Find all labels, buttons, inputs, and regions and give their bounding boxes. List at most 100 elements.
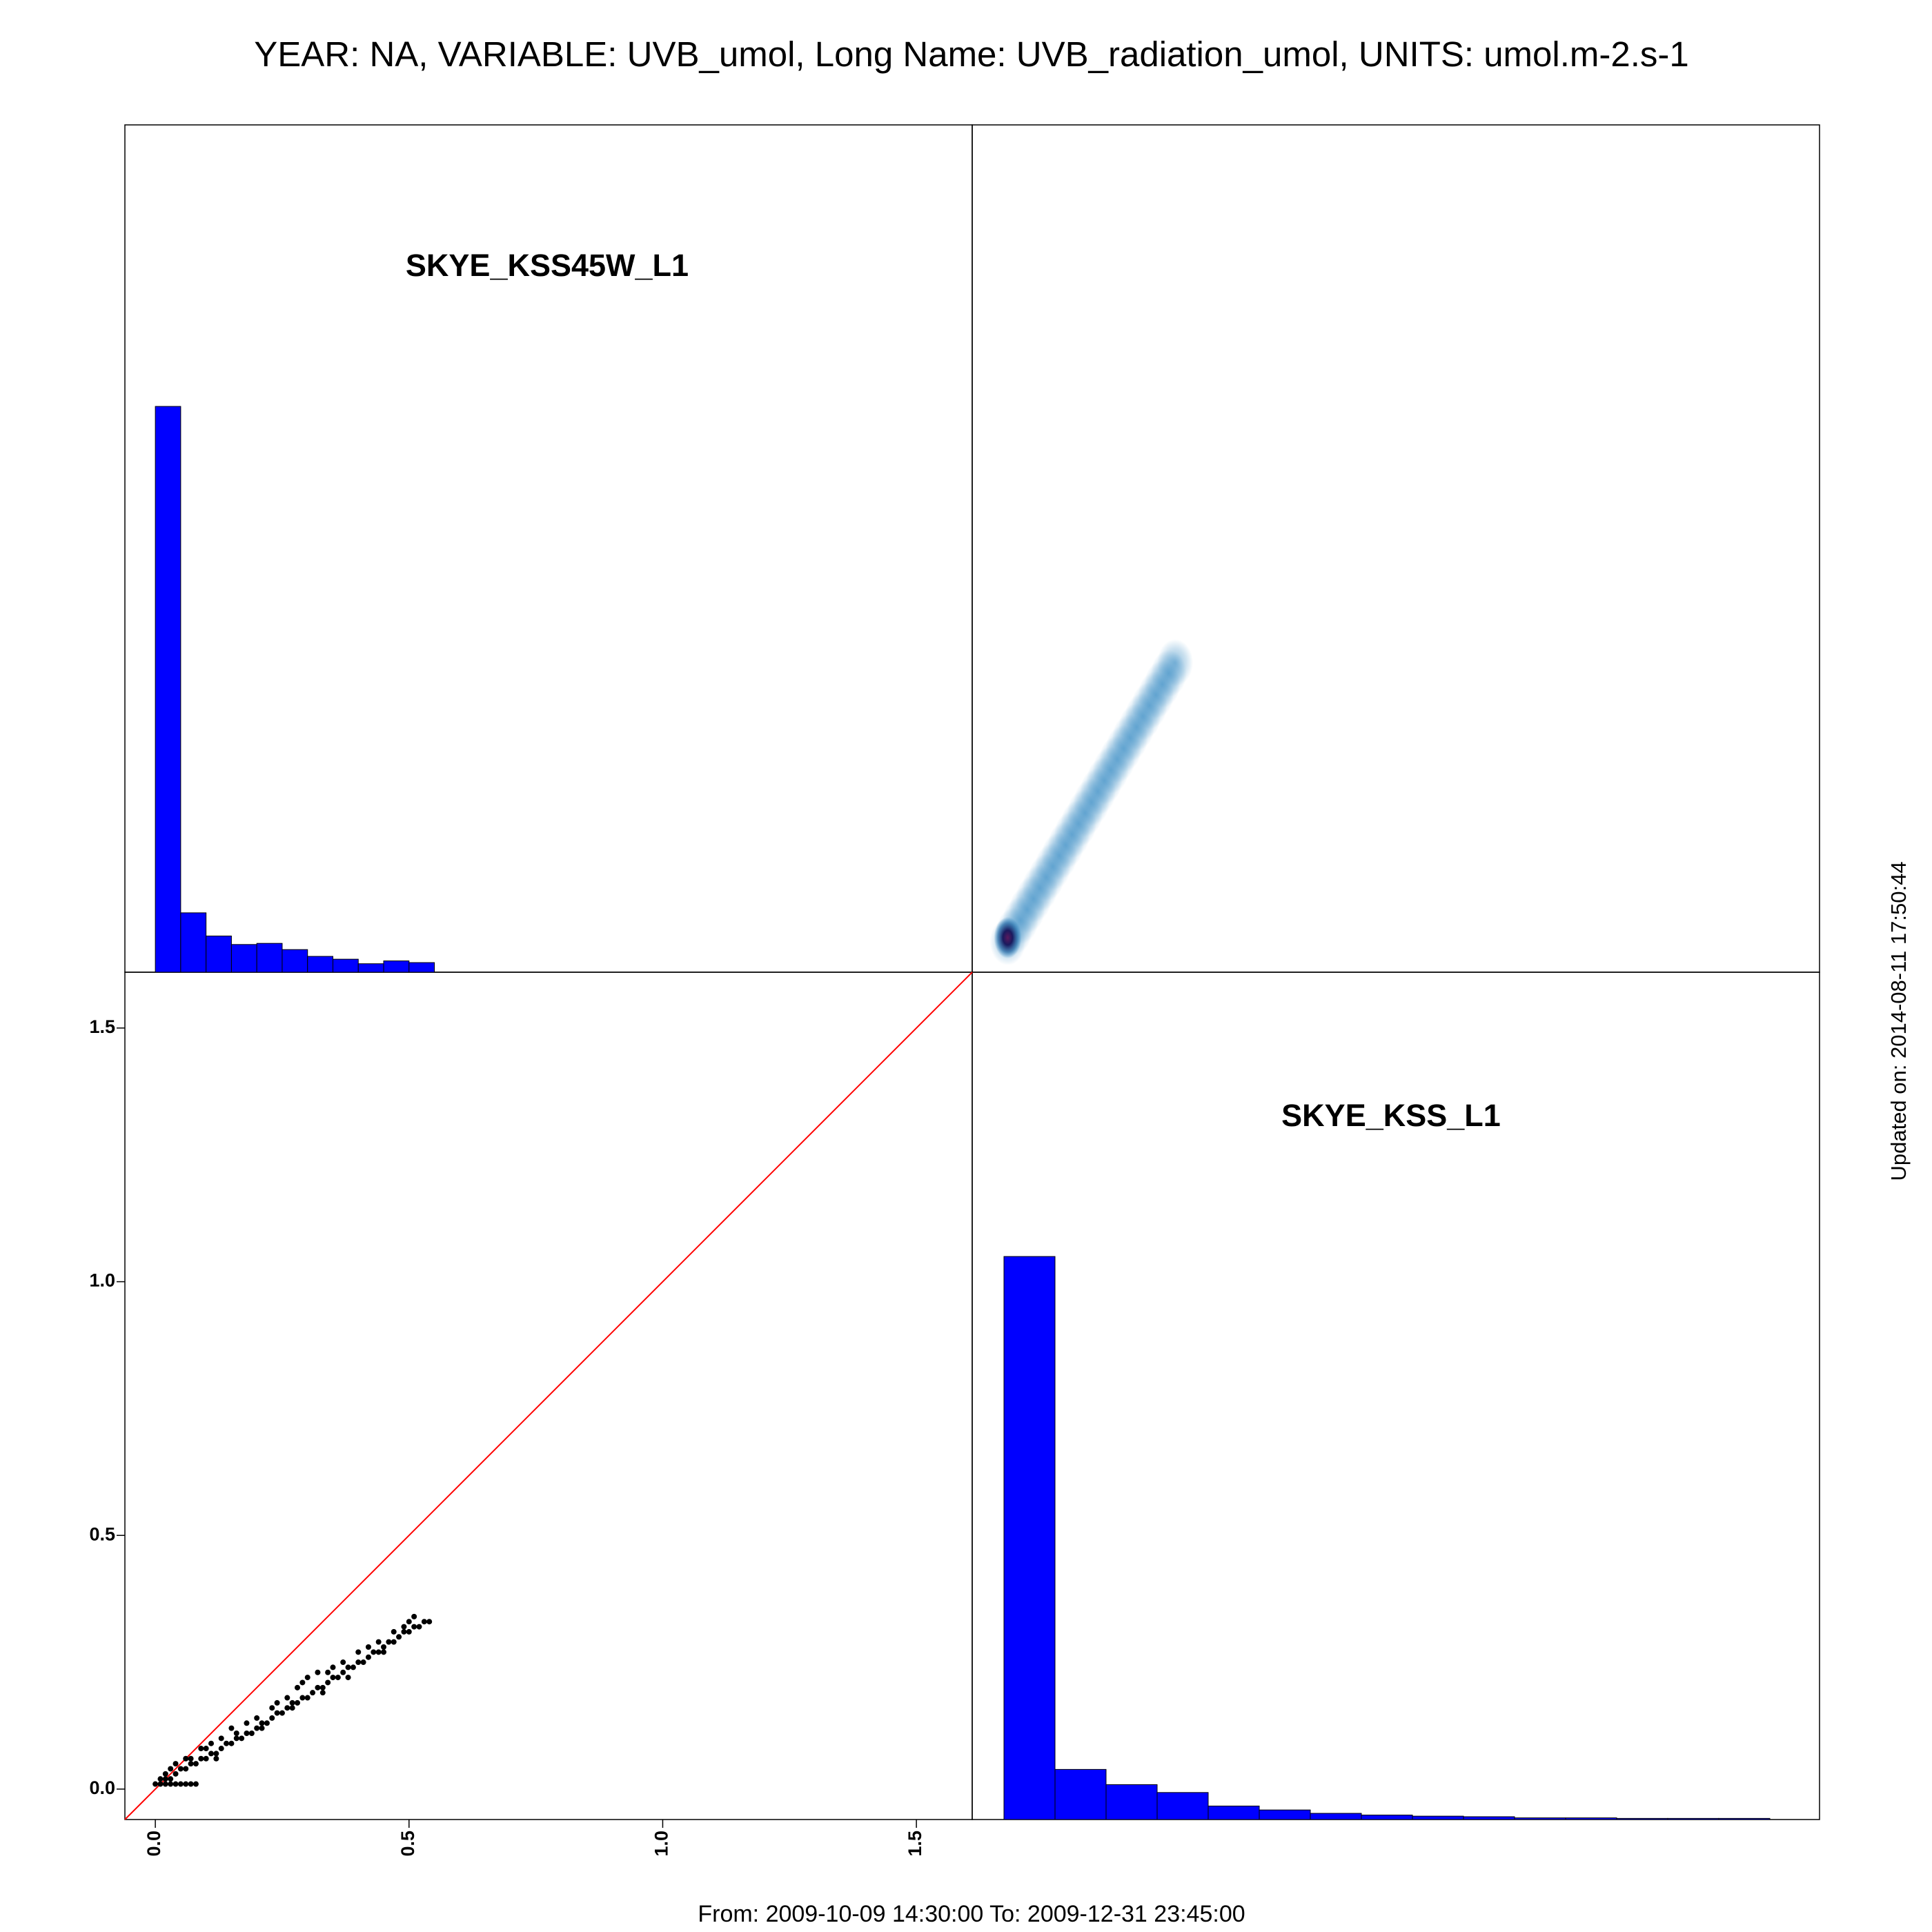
histogram-bar: [307, 956, 333, 973]
scatter-point: [188, 1761, 194, 1767]
scatter-point: [360, 1659, 366, 1666]
scatter-point: [177, 1766, 184, 1772]
scatter-point: [416, 1624, 422, 1630]
scatter-point: [188, 1781, 194, 1787]
histogram-bar: [1514, 1817, 1566, 1820]
scatter-point: [233, 1735, 239, 1742]
scatter-point: [259, 1725, 265, 1731]
scatter-point: [396, 1634, 402, 1640]
scatter-point: [259, 1720, 265, 1726]
scatter-point: [269, 1715, 275, 1721]
histogram-bar: [230, 944, 257, 973]
histogram-bar: [1054, 1768, 1107, 1820]
main-title: YEAR: NA, VARIABLE: UVB_umol, Long Name:…: [254, 34, 1689, 74]
scatter-point: [406, 1628, 412, 1635]
scatter-point: [319, 1684, 326, 1690]
histogram-bar: [1616, 1817, 1668, 1820]
density-plot: [989, 639, 1194, 965]
scatter-point: [213, 1755, 219, 1762]
scatter-point: [203, 1755, 209, 1762]
scatter-point: [162, 1781, 168, 1787]
density-peak: [994, 916, 1022, 958]
scatter-point: [299, 1695, 306, 1701]
scatter-point: [345, 1664, 351, 1670]
scatter-point: [203, 1746, 209, 1752]
scatter-point: [168, 1766, 174, 1772]
scatter-point: [401, 1624, 407, 1630]
scatter-point: [208, 1740, 215, 1746]
scatter-point: [426, 1619, 433, 1625]
scatter-point: [213, 1751, 219, 1757]
scatter-point: [335, 1675, 341, 1681]
scatter-point: [391, 1639, 397, 1645]
x-tick-label: 1.5: [905, 1831, 925, 1857]
histogram-bar: [1463, 1816, 1515, 1820]
scatter-point: [375, 1639, 382, 1645]
updated-timestamp: Updated on: 2014-08-11 17:50:44: [1886, 861, 1911, 1181]
scatter-point: [208, 1751, 215, 1757]
scatter-point: [162, 1771, 168, 1777]
scatter-point: [340, 1659, 346, 1666]
histogram-bar: [1156, 1792, 1209, 1820]
histogram-bar: [1003, 1256, 1056, 1820]
scatter-point: [228, 1740, 235, 1746]
x-axis-tick-labels: 0.0 0.5 1.0 1.5: [144, 1831, 925, 1857]
scatter-point: [401, 1628, 407, 1635]
scatter-point: [183, 1755, 189, 1762]
histogram-bar: [1361, 1814, 1413, 1820]
scatter-point: [254, 1725, 260, 1731]
histogram-bar: [282, 949, 308, 973]
scatter-point: [355, 1659, 362, 1666]
scatter-point: [193, 1781, 199, 1787]
x-tick-label: 1.0: [651, 1831, 672, 1857]
scatter-point: [421, 1619, 427, 1625]
histogram-bar: [357, 963, 384, 973]
scatter-point: [168, 1776, 174, 1782]
scatter-point: [295, 1699, 301, 1706]
scatter-point: [269, 1705, 275, 1711]
histogram-bar: [155, 406, 181, 973]
y-tick-label: 1.5: [89, 1016, 115, 1037]
scatter-point: [152, 1781, 159, 1787]
scatter-point: [233, 1730, 239, 1736]
scatter-point: [304, 1695, 310, 1701]
scatter-point: [254, 1715, 260, 1721]
y-tick-label: 0.5: [89, 1524, 115, 1544]
density-blob: [1157, 639, 1194, 687]
histogram-bar: [1565, 1817, 1617, 1820]
histogram-skye-kss: [1003, 1256, 1771, 1820]
scatter-point: [168, 1781, 174, 1787]
histogram-bar: [1718, 1817, 1771, 1820]
scatter-point: [355, 1649, 362, 1655]
scatter-point: [304, 1675, 310, 1681]
scatter-point: [274, 1710, 280, 1716]
y-tick-label: 1.0: [89, 1270, 115, 1291]
scatter-points: [152, 1613, 433, 1787]
scatter-point: [375, 1649, 382, 1655]
scatter-point: [319, 1690, 326, 1696]
scatter-point: [330, 1664, 336, 1670]
histogram-bar: [1259, 1809, 1311, 1820]
scatter-point: [193, 1761, 199, 1767]
histogram-skye-kss45w: [155, 406, 435, 973]
histogram-bar: [1310, 1813, 1362, 1820]
scatter-point: [350, 1664, 356, 1670]
date-range-footer: From: 2009-10-09 14:30:00 To: 2009-12-31…: [698, 1901, 1245, 1927]
scatter-point: [289, 1705, 295, 1711]
scatter-point: [198, 1746, 204, 1752]
scatter-point: [345, 1675, 351, 1681]
scatter-point: [172, 1781, 179, 1787]
scatter-point: [157, 1781, 164, 1787]
scatter-point: [310, 1690, 316, 1696]
scatter-point: [411, 1613, 417, 1619]
identity-line: [124, 972, 973, 1820]
panel-label-kss45w: SKYE_KSS45W_L1: [406, 248, 689, 283]
scatter-point: [365, 1644, 371, 1650]
scatter-point: [295, 1684, 301, 1690]
scatter-point: [381, 1649, 387, 1655]
scatter-point: [177, 1781, 184, 1787]
scatter-point: [172, 1771, 179, 1777]
scatter-point: [188, 1755, 194, 1762]
scatter-point: [218, 1746, 224, 1752]
scatter-point: [244, 1720, 250, 1726]
